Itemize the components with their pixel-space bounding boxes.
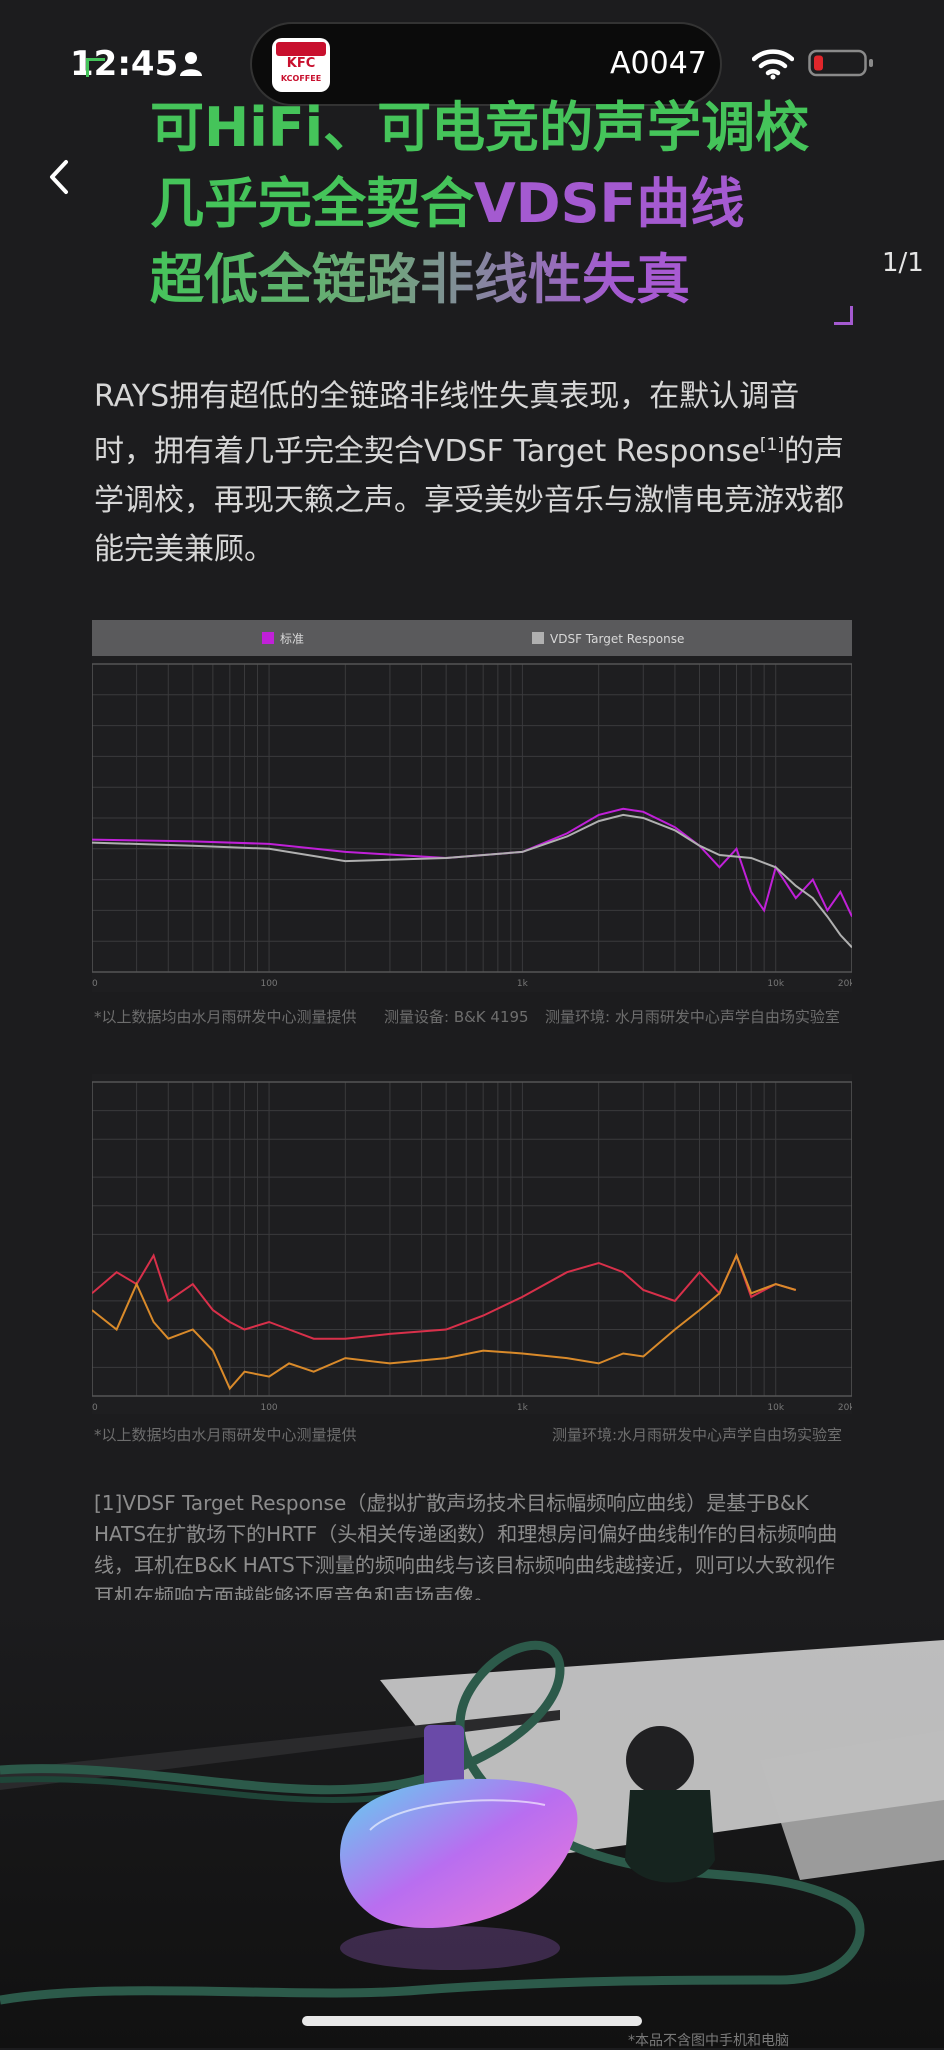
- legend-swatch: [262, 632, 274, 644]
- x-tick-label: 20kHz: [838, 979, 852, 989]
- legend-swatch: [532, 632, 544, 644]
- chart1-legend-bar: [92, 620, 852, 656]
- x-tick-label: 10k: [767, 979, 784, 989]
- x-tick-label: 100: [260, 1403, 277, 1413]
- home-indicator[interactable]: [302, 2016, 642, 2026]
- thd-series-line-2: [92, 1252, 797, 1391]
- series-line-standard: [92, 807, 852, 918]
- photo-caption: *本品不含图中手机和电脑: [628, 2033, 789, 2049]
- battery-icon: [808, 49, 873, 77]
- x-tick-label: 20: [92, 979, 98, 989]
- distortion-chart: 10.50.20.10.050.020.010.0050.0020.001%20…: [92, 1074, 852, 1414]
- chart2-note-environment: 测量环境:水月雨研发中心声学自由场实验室: [552, 1426, 843, 1444]
- decorative-corner-bottom-right: [834, 306, 853, 325]
- x-tick-label: 1k: [517, 1403, 529, 1413]
- chart2-note-source: *以上数据均由水月雨研发中心测量提供: [94, 1426, 357, 1444]
- headline-line-3: 超低全链路非线性失真: [150, 242, 810, 318]
- kfc-logo-text: KFC: [286, 56, 316, 71]
- island-order-code: A0047: [610, 46, 707, 81]
- kfc-logo-subtext: KCOFFEE: [280, 74, 322, 83]
- legend-label: 标准: [280, 632, 304, 646]
- x-tick-label: 20kHz: [838, 1403, 852, 1413]
- x-tick-label: 100: [260, 979, 277, 989]
- footnote-vdsf: [1]VDSF Target Response（虚拟扩散声场技术目标幅频响应曲线…: [94, 1491, 838, 1608]
- headline-line-2-green: 几乎完全契合: [150, 172, 474, 235]
- back-chevron-icon[interactable]: [44, 156, 74, 198]
- x-tick-label: 1k: [517, 979, 529, 989]
- intro-paragraph: RAYS拥有超低的全链路非线性失真表现，在默认调音时，拥有着几乎完全契合VDSF…: [94, 372, 854, 574]
- kfc-app-icon[interactable]: KFC KCOFFEE: [272, 38, 330, 92]
- page-counter: 1/1: [882, 248, 924, 278]
- person-icon: [180, 52, 202, 76]
- headline-line-2: 几乎完全契合VDSF曲线: [150, 166, 810, 242]
- chart1-note-device: 测量设备: B&K 4195: [384, 1008, 529, 1026]
- wifi-icon: [752, 49, 794, 80]
- legend-label: VDSF Target Response: [550, 632, 684, 646]
- series-line-vdsf-target: [92, 813, 852, 949]
- decorative-corner-top-left: [86, 58, 105, 77]
- thd-series-line-1: [92, 1252, 797, 1340]
- x-tick-label: 20: [92, 1403, 98, 1413]
- x-tick-label: 10k: [767, 1403, 784, 1413]
- intro-text-b: 的声学调校，再现天籁之声。享受美妙音乐与激情电竞游戏都能完美兼顾。: [94, 434, 844, 567]
- intro-text-a: RAYS拥有超低的全链路非线性失真表现，在默认调音时，拥有着几乎完全契合VDSF…: [94, 379, 800, 469]
- product-photo: [0, 1600, 944, 2048]
- chart1-note-environment: 测量环境: 水月雨研发中心声学自由场实验室: [545, 1008, 840, 1026]
- headline-line-1: 可HiFi、可电竞的声学调校: [150, 96, 810, 159]
- headline-line-2-purple: VDSF曲线: [474, 172, 745, 235]
- intro-footnote-ref: [1]: [759, 435, 784, 455]
- chart1-note-source: *以上数据均由水月雨研发中心测量提供: [94, 1008, 357, 1026]
